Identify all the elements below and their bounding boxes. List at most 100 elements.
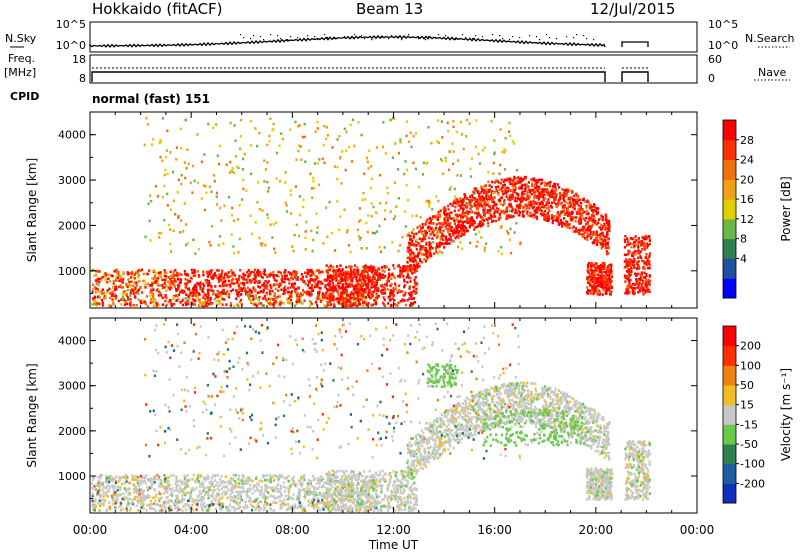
- power-cell: [404, 160, 407, 163]
- power-cell: [263, 270, 266, 273]
- power-cell: [368, 295, 371, 298]
- power-cell: [317, 292, 320, 296]
- velocity-cell: [302, 476, 305, 479]
- power-cell: [316, 295, 319, 299]
- power-cell: [509, 251, 513, 255]
- power-cell: [547, 216, 550, 219]
- power-cell: [263, 282, 266, 285]
- power-cell: [349, 299, 352, 303]
- power-cell: [309, 291, 312, 295]
- power-cell: [375, 281, 379, 285]
- power-cell: [493, 181, 496, 184]
- power-cell: [469, 195, 472, 198]
- power-cell: [257, 285, 260, 288]
- power-cell: [112, 300, 115, 304]
- velocity-cell: [355, 483, 358, 487]
- power-cell: [625, 275, 628, 278]
- power-cell: [389, 210, 392, 213]
- power-cell: [316, 303, 319, 307]
- power-cell: [452, 231, 455, 235]
- power-cell: [142, 279, 145, 283]
- power-cell: [559, 193, 562, 197]
- power-cell: [577, 232, 580, 235]
- power-cell: [208, 270, 211, 273]
- power-cell: [635, 279, 638, 282]
- power-cell: [594, 266, 597, 270]
- power-cell: [586, 209, 589, 213]
- power-colorbar-label: 20: [740, 173, 754, 186]
- power-cell: [313, 186, 316, 190]
- power-colorbar-segment: [723, 199, 736, 220]
- power-cell: [479, 195, 482, 199]
- power-cell: [392, 294, 395, 297]
- power-cell: [210, 302, 213, 305]
- power-cell: [267, 297, 270, 301]
- power-cell: [212, 276, 215, 279]
- power-cell: [349, 296, 352, 300]
- power-cell: [505, 192, 508, 195]
- power-cell: [391, 292, 394, 296]
- power-cell: [635, 278, 638, 281]
- power-cell: [455, 230, 458, 233]
- power-cell: [454, 236, 457, 240]
- freq-panel-frame: [89, 54, 698, 84]
- power-cell: [414, 276, 417, 279]
- velocity-cell: [92, 475, 95, 479]
- power-cell: [603, 239, 606, 242]
- power-cell: [511, 208, 514, 211]
- power-cell: [350, 265, 353, 269]
- power-cell: [220, 277, 223, 280]
- power-cell: [252, 295, 255, 299]
- nsearch-dot: [492, 34, 494, 36]
- power-cell: [271, 298, 275, 301]
- velocity-cell: [277, 477, 280, 481]
- power-cell: [401, 290, 404, 293]
- power-cell: [529, 189, 532, 192]
- power-cell: [232, 273, 235, 277]
- power-cell: [191, 287, 195, 290]
- power-cell: [390, 303, 393, 307]
- power-cell: [633, 250, 637, 253]
- power-cell: [509, 196, 512, 199]
- velocity-cell: [181, 494, 184, 498]
- nsearch-dot: [536, 36, 538, 38]
- power-cell: [158, 141, 161, 145]
- power-cell: [455, 225, 458, 228]
- power-cell: [200, 197, 203, 200]
- power-cell: [114, 276, 118, 280]
- power-cell: [238, 147, 242, 151]
- power-cell: [331, 286, 334, 290]
- velocity-cell: [228, 503, 232, 506]
- power-cell: [242, 275, 245, 278]
- power-cell: [462, 203, 465, 207]
- power-cell: [505, 195, 508, 199]
- power-cell: [341, 293, 344, 297]
- power-cell: [202, 284, 206, 288]
- power-colorbar-label: 16: [740, 193, 754, 206]
- power-cell: [628, 263, 631, 267]
- power-cell: [109, 279, 112, 283]
- power-cell: [408, 297, 411, 300]
- power-cell: [159, 291, 162, 295]
- power-cell: [223, 280, 227, 283]
- power-cell: [509, 182, 512, 186]
- power-cell: [527, 181, 530, 184]
- power-cell: [230, 281, 233, 284]
- power-cell: [146, 304, 149, 308]
- power-cell: [478, 205, 481, 208]
- power-cell: [593, 203, 596, 206]
- power-cell: [594, 238, 597, 242]
- power-cell: [232, 282, 235, 285]
- velocity-cell: [300, 503, 303, 507]
- power-cell: [230, 269, 233, 273]
- power-cell: [370, 177, 373, 181]
- power-cell: [129, 276, 133, 279]
- power-cell: [383, 276, 386, 279]
- power-cell: [283, 291, 286, 295]
- power-cell: [361, 298, 364, 301]
- power-cell: [426, 218, 429, 221]
- power-cell: [644, 242, 647, 245]
- power-cell: [259, 285, 262, 289]
- power-cell: [340, 294, 343, 297]
- power-cell: [409, 234, 412, 238]
